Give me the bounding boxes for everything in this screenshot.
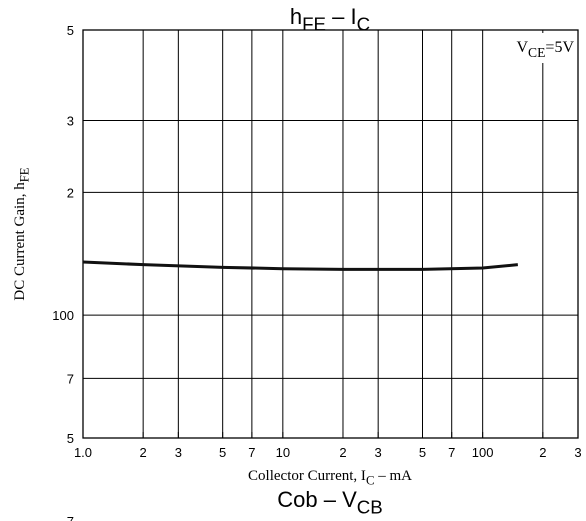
x-axis-label-part: C <box>366 474 375 488</box>
next-chart-title: Cob – VCB <box>277 487 382 518</box>
chart-title: hFE – IC <box>290 4 370 35</box>
y-axis-label-part: FE <box>18 167 32 182</box>
x-tick-label: 100 <box>472 445 494 460</box>
x-tick-label: 5 <box>219 445 226 460</box>
y-tick-label: 2 <box>67 185 74 200</box>
y-axis-label: DC Current Gain, hFE <box>12 167 32 300</box>
x-tick-label: 2 <box>339 445 346 460</box>
x-tick-label: 2 <box>539 445 546 460</box>
x-axis-label-part: Collector Current, I <box>248 468 366 484</box>
annotation-part: V <box>516 39 528 56</box>
chart-title-part: C <box>357 14 371 35</box>
x-tick-label: 1.0 <box>74 445 92 460</box>
y-tick-label: 7 <box>67 371 74 386</box>
x-tick-label: 3 <box>375 445 382 460</box>
x-tick-label: 10 <box>276 445 290 460</box>
curve <box>82 260 518 271</box>
y-tick-label: 100 <box>52 308 74 323</box>
x-tick-label: 3 <box>175 445 182 460</box>
chart-title-part: h <box>290 4 302 29</box>
chart-title-part: FE <box>302 14 326 35</box>
y-axis-label-part: DC Current Gain, h <box>12 182 28 301</box>
annotation-part: =5V <box>545 39 574 56</box>
x-axis-label: Collector Current, IC – mA <box>248 468 412 488</box>
x-tick-label: 2 <box>140 445 147 460</box>
x-tick-label: 7 <box>448 445 455 460</box>
annotation-box <box>491 33 576 63</box>
plot-frame <box>82 29 579 439</box>
y-tick-label: 5 <box>67 23 74 38</box>
y-tick-label: 5 <box>67 431 74 446</box>
next-chart-title-part: Cob – V <box>277 487 357 512</box>
x-tick-label: 7 <box>248 445 255 460</box>
x-tick-label: 3 <box>574 445 581 460</box>
annotation: VCE=5V <box>516 39 574 60</box>
y-tick-label: 3 <box>67 114 74 129</box>
next-chart-tick: 7 <box>67 514 74 521</box>
x-tick-label: 5 <box>419 445 426 460</box>
x-axis-label-part: – mA <box>374 468 412 484</box>
annotation-part: CE <box>528 45 545 60</box>
next-chart-title-part: CB <box>357 497 383 518</box>
chart-title-part: – I <box>326 4 357 29</box>
